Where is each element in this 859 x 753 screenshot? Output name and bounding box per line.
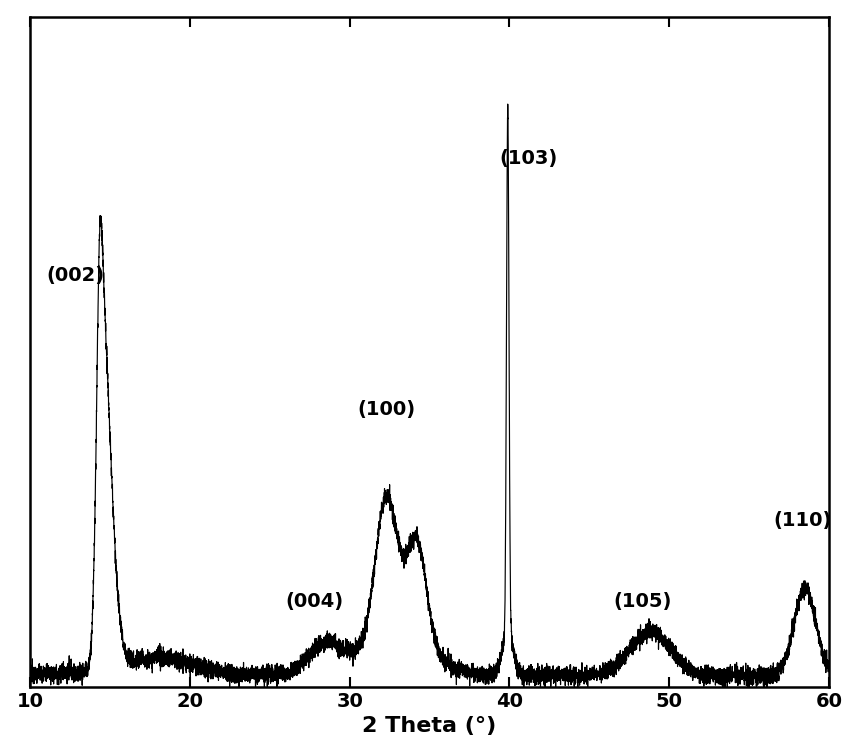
Text: (105): (105): [613, 592, 672, 611]
Text: (002): (002): [46, 266, 104, 285]
X-axis label: 2 Theta (°): 2 Theta (°): [362, 716, 497, 736]
Text: (103): (103): [500, 149, 558, 168]
Text: (110): (110): [773, 511, 832, 529]
Text: (004): (004): [286, 592, 344, 611]
Text: (100): (100): [357, 400, 416, 419]
